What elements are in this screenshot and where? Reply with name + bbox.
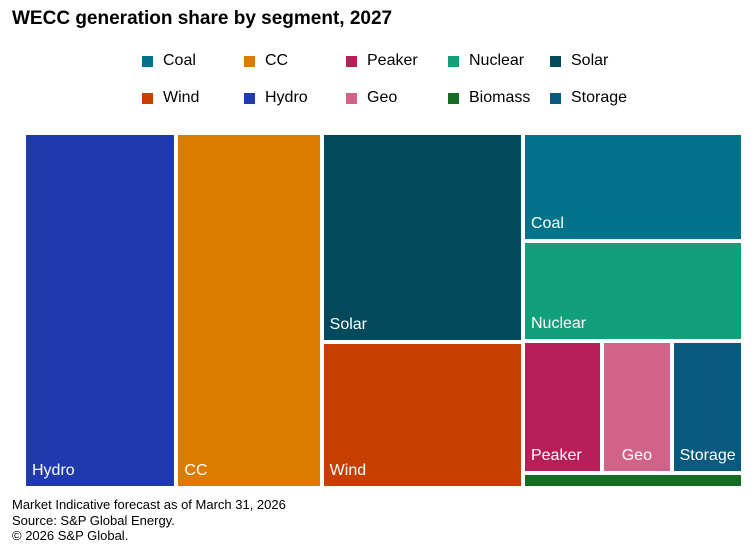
tile-peaker: Peaker xyxy=(522,340,603,473)
legend-item-nuclear: Nuclear xyxy=(448,52,524,70)
legend-swatch-storage xyxy=(550,92,561,104)
legend-item-storage: Storage xyxy=(550,89,627,107)
legend-item-hydro: Hydro xyxy=(244,89,308,107)
tile-nuclear: Nuclear xyxy=(522,240,743,341)
legend-item-biomass: Biomass xyxy=(448,89,530,107)
tile-cc: CC xyxy=(176,133,322,488)
tile-label-nuclear: Nuclear xyxy=(530,314,587,332)
legend-label-geo: Geo xyxy=(367,89,398,106)
tile-label-geo: Geo xyxy=(621,446,652,464)
legend-label-solar: Solar xyxy=(571,52,609,69)
legend-item-peaker: Peaker xyxy=(346,52,418,70)
legend-swatch-peaker xyxy=(346,55,357,67)
legend-swatch-geo xyxy=(346,92,357,104)
legend-label-hydro: Hydro xyxy=(265,89,308,106)
legend-label-nuclear: Nuclear xyxy=(469,52,525,69)
legend-item-cc: CC xyxy=(244,52,288,70)
tile-label-solar: Solar xyxy=(329,316,368,334)
legend-swatch-hydro xyxy=(244,92,255,104)
legend-swatch-nuclear xyxy=(448,55,459,67)
tile-label-hydro: Hydro xyxy=(32,462,75,479)
chart-title: WECC generation share by segment, 2027 xyxy=(12,8,393,29)
legend-swatch-biomass xyxy=(448,92,459,104)
footer-forecast-note: Market Indicative forecast as of March 3… xyxy=(12,497,286,512)
tile-label-storage: Storage xyxy=(679,446,736,464)
footer-copyright: © 2026 S&P Global. xyxy=(12,528,129,543)
footer-source: Source: S&P Global Energy. xyxy=(12,512,175,528)
legend-item-wind: Wind xyxy=(142,89,199,107)
tile-label-cc: CC xyxy=(184,462,208,479)
tile-label-coal: Coal xyxy=(530,214,564,232)
legend-label-coal: Coal xyxy=(163,52,196,69)
legend-item-geo: Geo xyxy=(346,89,397,107)
tile-storage: Storage xyxy=(671,340,743,473)
legend-swatch-solar xyxy=(550,55,561,67)
legend-swatch-coal xyxy=(142,55,153,67)
tile-coal: Coal xyxy=(522,133,743,241)
legend-label-cc: CC xyxy=(265,52,289,69)
tile-label-peaker: Peaker xyxy=(530,446,582,464)
legend-swatch-wind xyxy=(142,92,153,104)
chart-footer: Market Indicative forecast as of March 3… xyxy=(12,497,286,544)
tile-hydro: Hydro xyxy=(24,133,177,488)
tile-geo: Geo xyxy=(602,340,672,473)
legend-label-peaker: Peaker xyxy=(367,52,418,69)
legend-label-biomass: Biomass xyxy=(469,89,531,106)
tile-label-wind: Wind xyxy=(329,461,367,479)
legend-label-wind: Wind xyxy=(163,89,200,106)
legend-label-storage: Storage xyxy=(571,89,628,106)
legend-item-coal: Coal xyxy=(142,52,196,70)
tile-biomass xyxy=(522,472,743,488)
tile-solar: Solar xyxy=(321,133,523,343)
legend-item-solar: Solar xyxy=(550,52,608,70)
chart-legend: Coal CC Peaker Nuclear Solar Wind Hydro Geo Biom… xyxy=(0,0,755,130)
legend-swatch-cc xyxy=(244,55,255,67)
tile-wind: Wind xyxy=(321,342,523,488)
